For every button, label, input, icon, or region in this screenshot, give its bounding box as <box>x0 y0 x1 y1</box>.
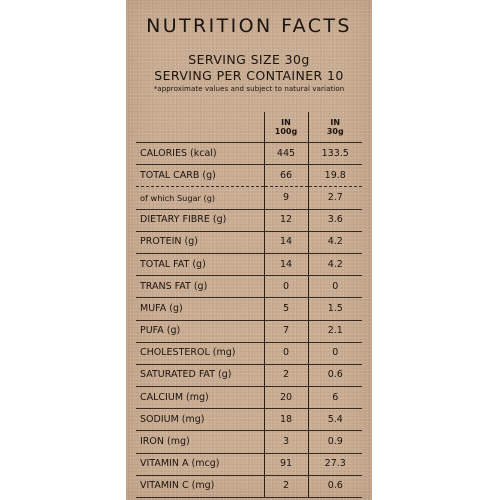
table-row: TOTAL CARB (g) 66 19.8 <box>136 164 362 187</box>
approximate-values-note: *approximate values and subject to natur… <box>153 85 345 93</box>
value-per-30g: 6 <box>307 386 362 409</box>
value-per-30g: 19.8 <box>307 164 362 187</box>
table-row: CALORIES (kcal) 445 133.5 <box>136 141 362 165</box>
value-per-30g: 2.7 <box>307 186 362 210</box>
value-per-100g: 12 <box>263 208 308 232</box>
nutrient-name: IRON (mg) <box>136 430 264 454</box>
nutrient-name: CALORIES (kcal) <box>136 141 264 165</box>
nutrient-name: VITAMIN C (mg) <box>136 474 264 499</box>
value-per-100g: 14 <box>263 230 308 254</box>
table-row: CALCIUM (mg) 20 6 <box>136 386 362 409</box>
value-per-100g: 2 <box>263 474 308 499</box>
value-per-30g: 4.2 <box>307 230 362 254</box>
per-30g-column-header: IN 30g <box>307 112 362 143</box>
value-per-100g: 14 <box>263 252 308 276</box>
table-row: SATURATED FAT (g) 2 0.6 <box>136 363 362 387</box>
table-row: MUFA (g) 5 1.5 <box>136 297 362 320</box>
value-per-30g: 133.5 <box>307 141 362 165</box>
value-per-30g: 0.6 <box>307 363 362 387</box>
value-per-30g: 4.2 <box>307 252 362 276</box>
nutrient-name: SODIUM (mg) <box>136 408 264 431</box>
table-row: SODIUM (mg) 18 5.4 <box>136 408 362 431</box>
per-100g-header-line2: 100g <box>274 127 298 136</box>
nutrient-name: TRANS FAT (g) <box>136 275 264 298</box>
value-per-100g: 9 <box>263 186 308 210</box>
nutrition-label-panel: NUTRITION FACTS SERVING SIZE 30g SERVING… <box>126 0 372 500</box>
nutrient-name: PROTEIN (g) <box>136 230 264 254</box>
nutrient-name: TOTAL FAT (g) <box>136 252 264 276</box>
table-row: PROTEIN (g) 14 4.2 <box>136 230 362 254</box>
value-per-100g: 66 <box>263 164 308 187</box>
table-row: of which Sugar (g) 9 2.7 <box>136 186 362 210</box>
nutrition-table: IN 100g IN 30g CALORIES (kcal) 445 133.5 TO… <box>136 112 362 499</box>
table-row: IRON (mg) 3 0.9 <box>136 430 362 454</box>
nutrient-name: PUFA (g) <box>136 319 264 343</box>
table-row: TOTAL FAT (g) 14 4.2 <box>136 252 362 276</box>
nutrient-name: DIETARY FIBRE (g) <box>136 208 264 232</box>
nutrient-name: SATURATED FAT (g) <box>136 363 264 387</box>
value-per-30g: 0.6 <box>307 474 362 499</box>
nutrient-name: MUFA (g) <box>136 297 264 320</box>
value-per-30g: 5.4 <box>307 408 362 431</box>
table-row: DIETARY FIBRE (g) 12 3.6 <box>136 208 362 232</box>
value-per-100g: 7 <box>263 319 308 343</box>
nutrient-name: CHOLESTEROL (mg) <box>136 341 264 365</box>
table-row: TRANS FAT (g) 0 0 <box>136 275 362 298</box>
value-per-30g: 2.1 <box>307 319 362 343</box>
table-row: VITAMIN C (mg) 2 0.6 <box>136 474 362 499</box>
serving-size: SERVING SIZE 30g <box>188 52 310 67</box>
value-per-100g: 0 <box>263 341 308 365</box>
per-30g-header-line1: IN <box>330 118 341 127</box>
value-per-30g: 0.9 <box>307 430 362 454</box>
value-per-100g: 18 <box>263 408 308 431</box>
value-per-100g: 445 <box>263 141 308 165</box>
table-header-row: IN 100g IN 30g <box>136 112 362 143</box>
per-100g-header-line1: IN <box>281 118 291 127</box>
value-per-30g: 3.6 <box>307 208 362 232</box>
nutrient-name: of which Sugar (g) <box>136 186 264 210</box>
table-row: PUFA (g) 7 2.1 <box>136 319 362 343</box>
nutrient-name: CALCIUM (mg) <box>136 386 264 409</box>
value-per-30g: 27.3 <box>307 452 362 476</box>
value-per-100g: 0 <box>263 275 308 298</box>
per-30g-header-line2: 30g <box>326 127 344 136</box>
value-per-30g: 1.5 <box>307 297 362 320</box>
value-per-100g: 91 <box>263 452 308 476</box>
value-per-100g: 5 <box>263 297 308 320</box>
nutrient-name: TOTAL CARB (g) <box>136 164 264 187</box>
value-per-30g: 0 <box>307 275 362 298</box>
value-per-100g: 20 <box>263 386 308 409</box>
value-per-100g: 3 <box>263 430 308 454</box>
value-per-30g: 0 <box>307 341 362 365</box>
nutrition-title: NUTRITION FACTS <box>146 15 352 37</box>
per-100g-column-header: IN 100g <box>263 112 308 143</box>
table-row: CHOLESTEROL (mg) 0 0 <box>136 341 362 365</box>
table-row: VITAMIN A (mcg) 91 27.3 <box>136 452 362 476</box>
nutrient-rows: CALORIES (kcal) 445 133.5 TOTAL CARB (g) 66 1… <box>136 141 362 499</box>
nutrient-name: VITAMIN A (mcg) <box>136 452 264 476</box>
serving-per-container: SERVING PER CONTAINER 10 <box>154 68 344 83</box>
nutrient-column-header <box>136 112 264 143</box>
value-per-100g: 2 <box>263 363 308 387</box>
